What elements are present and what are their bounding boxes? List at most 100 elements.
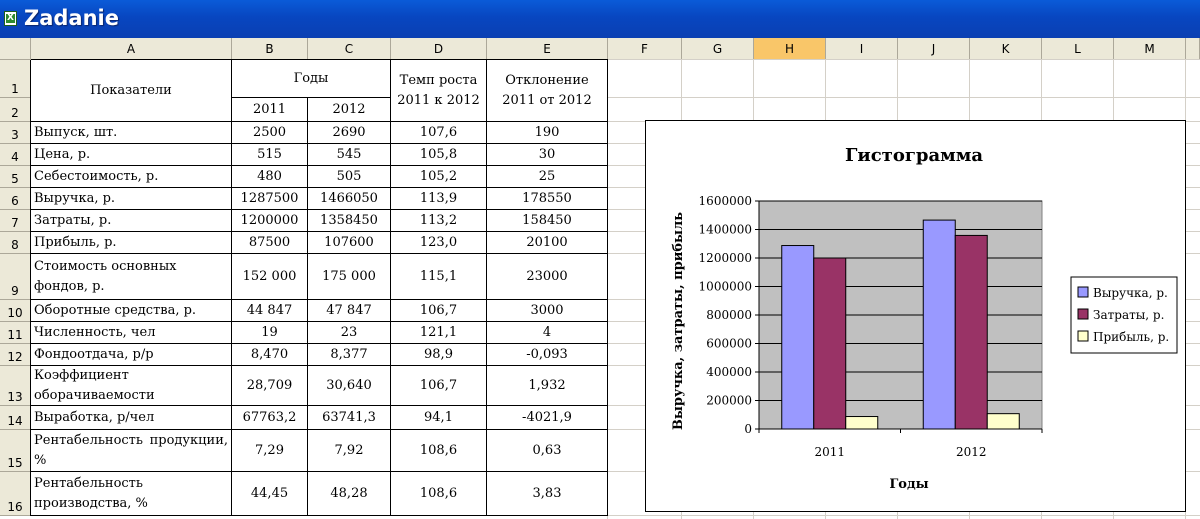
row-header-12[interactable]: 12: [0, 344, 31, 366]
value-2012[interactable]: 2690: [308, 122, 391, 144]
column-header-j[interactable]: J: [898, 38, 970, 60]
value-2012[interactable]: 7,92: [308, 430, 391, 472]
value-2012[interactable]: 545: [308, 144, 391, 166]
value-2011[interactable]: 480: [232, 166, 308, 188]
column-header-k[interactable]: K: [970, 38, 1042, 60]
value-2011[interactable]: 515: [232, 144, 308, 166]
header-year-2012[interactable]: 2012: [308, 98, 391, 122]
value-otkl[interactable]: 190: [487, 122, 608, 144]
value-otkl[interactable]: 158450: [487, 210, 608, 232]
value-2012[interactable]: 48,28: [308, 472, 391, 516]
value-2012[interactable]: 23: [308, 322, 391, 344]
value-temp[interactable]: 123,0: [391, 232, 487, 254]
column-header-overflow[interactable]: [1186, 38, 1200, 60]
value-temp[interactable]: 107,6: [391, 122, 487, 144]
value-temp[interactable]: 115,1: [391, 254, 487, 300]
value-temp[interactable]: 113,2: [391, 210, 487, 232]
column-header-d[interactable]: D: [391, 38, 487, 60]
row-label[interactable]: Себестоимость, р.: [31, 166, 232, 188]
value-2012[interactable]: 1466050: [308, 188, 391, 210]
row-header-7[interactable]: 7: [0, 210, 31, 232]
column-header-b[interactable]: B: [232, 38, 308, 60]
value-2011[interactable]: 87500: [232, 232, 308, 254]
row-label[interactable]: Цена, р.: [31, 144, 232, 166]
row-header-13[interactable]: 13: [0, 366, 31, 406]
value-2011[interactable]: 1200000: [232, 210, 308, 232]
row-header-8[interactable]: 8: [0, 232, 31, 254]
row-header-14[interactable]: 14: [0, 406, 31, 430]
value-temp[interactable]: 106,7: [391, 366, 487, 406]
row-header-1[interactable]: 1: [0, 60, 31, 98]
row-header-9[interactable]: 9: [0, 254, 31, 300]
value-otkl[interactable]: 23000: [487, 254, 608, 300]
header-otklonenie[interactable]: Отклонение 2011 от 2012: [487, 60, 608, 122]
value-otkl[interactable]: -0,093: [487, 344, 608, 366]
value-2011[interactable]: 7,29: [232, 430, 308, 472]
row-label[interactable]: Коэффициент оборачиваемости: [31, 366, 232, 406]
row-label[interactable]: Оборотные средства, р.: [31, 300, 232, 322]
column-header-c[interactable]: C: [308, 38, 391, 60]
row-header-6[interactable]: 6: [0, 188, 31, 210]
header-temp-rosta[interactable]: Темп роста 2011 к 2012: [391, 60, 487, 122]
value-2012[interactable]: 47 847: [308, 300, 391, 322]
row-label[interactable]: Прибыль, р.: [31, 232, 232, 254]
row-label[interactable]: Затраты, р.: [31, 210, 232, 232]
value-2012[interactable]: 1358450: [308, 210, 391, 232]
header-year-2011[interactable]: 2011: [232, 98, 308, 122]
value-temp[interactable]: 121,1: [391, 322, 487, 344]
value-2011[interactable]: 19: [232, 322, 308, 344]
row-header-11[interactable]: 11: [0, 322, 31, 344]
value-otkl[interactable]: 3,83: [487, 472, 608, 516]
value-2011[interactable]: 44 847: [232, 300, 308, 322]
value-2012[interactable]: 30,640: [308, 366, 391, 406]
value-otkl[interactable]: 1,932: [487, 366, 608, 406]
row-header-4[interactable]: 4: [0, 144, 31, 166]
value-2011[interactable]: 152 000: [232, 254, 308, 300]
row-label[interactable]: Выручка, р.: [31, 188, 232, 210]
row-header-5[interactable]: 5: [0, 166, 31, 188]
select-all-corner[interactable]: [0, 38, 31, 60]
column-header-g[interactable]: G: [682, 38, 754, 60]
row-label[interactable]: Фондоотдача, р/р: [31, 344, 232, 366]
value-otkl[interactable]: 178550: [487, 188, 608, 210]
value-temp[interactable]: 105,2: [391, 166, 487, 188]
value-otkl[interactable]: -4021,9: [487, 406, 608, 430]
value-temp[interactable]: 108,6: [391, 472, 487, 516]
column-header-h[interactable]: H: [754, 38, 826, 60]
row-label[interactable]: Рентабельность производства, %: [31, 472, 232, 516]
value-otkl[interactable]: 30: [487, 144, 608, 166]
row-label[interactable]: Численность, чел: [31, 322, 232, 344]
value-temp[interactable]: 98,9: [391, 344, 487, 366]
value-2011[interactable]: 1287500: [232, 188, 308, 210]
chart[interactable]: Гистограмма 0 200000 400000 600000 800000 100…: [645, 120, 1186, 512]
column-header-i[interactable]: I: [826, 38, 898, 60]
value-2011[interactable]: 44,45: [232, 472, 308, 516]
value-temp[interactable]: 106,7: [391, 300, 487, 322]
value-2011[interactable]: 2500: [232, 122, 308, 144]
value-otkl[interactable]: 3000: [487, 300, 608, 322]
value-2012[interactable]: 175 000: [308, 254, 391, 300]
value-temp[interactable]: 105,8: [391, 144, 487, 166]
value-2012[interactable]: 505: [308, 166, 391, 188]
value-otkl[interactable]: 20100: [487, 232, 608, 254]
excel-icon[interactable]: [4, 11, 17, 26]
column-header-l[interactable]: L: [1042, 38, 1114, 60]
column-header-f[interactable]: F: [608, 38, 682, 60]
column-header-a[interactable]: A: [31, 38, 232, 60]
header-gody[interactable]: Годы: [232, 60, 391, 98]
row-label[interactable]: Выработка, р/чел: [31, 406, 232, 430]
value-2011[interactable]: 28,709: [232, 366, 308, 406]
row-header-16[interactable]: 16: [0, 472, 31, 516]
row-header-3[interactable]: 3: [0, 122, 31, 144]
row-header-15[interactable]: 15: [0, 430, 31, 472]
row-label[interactable]: Стоимость основных фондов, р.: [31, 254, 232, 300]
value-otkl[interactable]: 25: [487, 166, 608, 188]
value-2012[interactable]: 107600: [308, 232, 391, 254]
value-otkl[interactable]: 0,63: [487, 430, 608, 472]
value-temp[interactable]: 113,9: [391, 188, 487, 210]
value-otkl[interactable]: 4: [487, 322, 608, 344]
column-header-m[interactable]: M: [1114, 38, 1186, 60]
row-header-2[interactable]: 2: [0, 98, 31, 122]
row-header-10[interactable]: 10: [0, 300, 31, 322]
value-temp[interactable]: 94,1: [391, 406, 487, 430]
